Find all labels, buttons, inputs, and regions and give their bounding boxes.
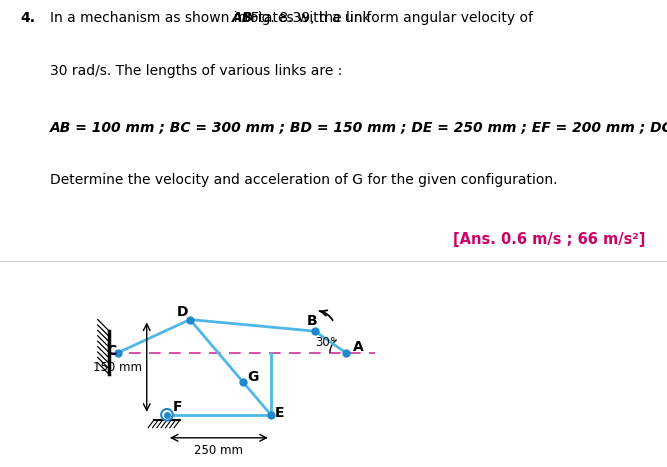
Text: AB: AB xyxy=(232,11,253,25)
Text: 250 mm: 250 mm xyxy=(194,444,243,457)
Text: 150 mm: 150 mm xyxy=(93,361,143,374)
Text: C: C xyxy=(106,344,117,358)
Text: G: G xyxy=(247,370,258,384)
Text: A: A xyxy=(354,340,364,354)
Text: In a mechanism as shown in Fig. 8.39, the link: In a mechanism as shown in Fig. 8.39, th… xyxy=(50,11,375,25)
Circle shape xyxy=(161,409,173,420)
Text: D: D xyxy=(176,305,187,319)
Text: Determine the velocity and acceleration of G for the given configuration.: Determine the velocity and acceleration … xyxy=(50,173,558,187)
Text: 4.: 4. xyxy=(20,11,35,25)
Text: [Ans. 0.6 m/s ; 66 m/s²]: [Ans. 0.6 m/s ; 66 m/s²] xyxy=(454,232,646,247)
Text: rotates with a uniform angular velocity of: rotates with a uniform angular velocity … xyxy=(239,11,532,25)
Text: 30 rad/s. The lengths of various links are :: 30 rad/s. The lengths of various links a… xyxy=(50,64,342,78)
Text: F: F xyxy=(173,400,183,414)
Text: E: E xyxy=(275,406,284,420)
Text: 30°: 30° xyxy=(315,336,336,349)
Text: AB = 100 mm ; BC = 300 mm ; BD = 150 mm ; DE = 250 mm ; EF = 200 mm ; DG = 165 m: AB = 100 mm ; BC = 300 mm ; BD = 150 mm … xyxy=(50,120,667,134)
Text: B: B xyxy=(307,314,317,328)
